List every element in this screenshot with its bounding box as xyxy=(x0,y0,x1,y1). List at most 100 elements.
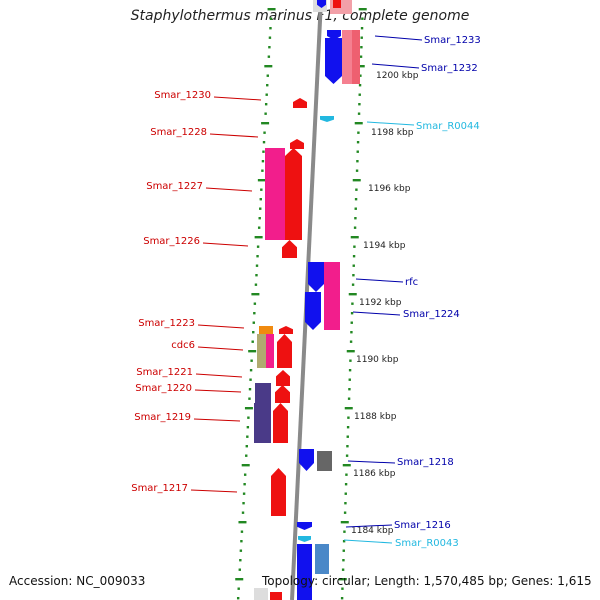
leader-line xyxy=(209,133,259,138)
tick-mark xyxy=(238,568,241,571)
gene-feature-smar-1226[interactable] xyxy=(282,240,297,258)
gene-feature-smar-1219[interactable] xyxy=(273,403,288,443)
gene-label-smar-1217[interactable]: Smar_1217 xyxy=(131,483,188,494)
gene-label-smar-1224[interactable]: Smar_1224 xyxy=(403,309,460,320)
gene-feature-smar-1224-blue[interactable] xyxy=(305,292,321,330)
gene-feature-smar-r0043[interactable] xyxy=(298,536,311,542)
gene-feature-smar-1232-edge[interactable] xyxy=(352,30,360,84)
gene-feature-smar-1216[interactable] xyxy=(297,522,312,530)
tick-mark xyxy=(243,473,247,476)
gene-feature-smar-1228[interactable] xyxy=(290,139,304,149)
gene-feature-lower-blue[interactable] xyxy=(297,544,312,600)
gene-label-smar-1218[interactable]: Smar_1218 xyxy=(397,457,454,468)
tick-mark xyxy=(248,397,251,400)
gene-feature-cdc6[interactable] xyxy=(277,334,292,368)
gene-feature-lower-steel[interactable] xyxy=(315,544,329,574)
gene-feature-smar-1221[interactable] xyxy=(276,370,290,386)
gene-feature-cdc6-pink[interactable] xyxy=(266,334,274,368)
gene-feature-smar-1233-mark[interactable] xyxy=(327,30,341,40)
tick-mark xyxy=(254,283,258,286)
gene-feature-smar-1223-orange[interactable] xyxy=(259,326,273,334)
gene-label-smar-1227[interactable]: Smar_1227 xyxy=(146,181,203,192)
tick-mark xyxy=(341,587,344,590)
tick-mark xyxy=(261,122,270,125)
gene-feature-smar-1224[interactable] xyxy=(324,262,340,330)
tick-mark xyxy=(342,540,346,543)
tick-mark xyxy=(347,397,351,400)
tick-mark xyxy=(255,274,258,277)
tick-mark xyxy=(340,521,349,524)
gene-feature-smar-1230[interactable] xyxy=(293,98,307,108)
gene-feature-smar-1227-b[interactable] xyxy=(285,148,302,240)
tick-mark xyxy=(352,255,356,258)
tick-mark xyxy=(359,74,362,77)
gene-feature-smar-1233[interactable] xyxy=(325,38,342,84)
gene-label-smar-1220[interactable]: Smar_1220 xyxy=(135,383,192,394)
gene-label-smar-1230[interactable]: Smar_1230 xyxy=(154,90,211,101)
gene-label-smar-1233[interactable]: Smar_1233 xyxy=(424,35,481,46)
tick-mark xyxy=(239,549,243,552)
tick-mark xyxy=(237,587,240,590)
gene-feature-smar-1217[interactable] xyxy=(271,468,286,516)
tick-mark xyxy=(344,502,347,505)
gene-label-smar-1221[interactable]: Smar_1221 xyxy=(136,367,193,378)
gene-label-smar-r0043[interactable]: Smar_R0043 xyxy=(395,538,459,549)
tick-mark xyxy=(241,464,250,467)
gene-feature-smar-r0044[interactable] xyxy=(320,116,334,122)
tick-mark xyxy=(246,426,250,429)
tick-mark xyxy=(266,84,269,87)
gene-label-smar-r0044[interactable]: Smar_R0044 xyxy=(416,121,480,132)
figure-title: Staphylothermus marinus F1, complete gen… xyxy=(130,8,470,24)
tick-mark xyxy=(268,36,272,39)
gene-feature-rfc[interactable] xyxy=(308,262,324,292)
gene-label-smar-1226[interactable]: Smar_1226 xyxy=(143,236,200,247)
tick-mark xyxy=(353,226,357,229)
leader-line xyxy=(352,311,401,316)
tick-mark xyxy=(359,55,363,58)
gene-label-smar-1219[interactable]: Smar_1219 xyxy=(134,412,191,423)
gene-feature-smar-1218[interactable] xyxy=(299,449,314,471)
tick-mark xyxy=(355,169,359,172)
gene-feature-cdc6-olive[interactable] xyxy=(257,334,266,368)
tick-mark xyxy=(352,179,361,182)
gene-feature-smar-1218-gray[interactable] xyxy=(317,451,332,471)
gene-label-smar-1223[interactable]: Smar_1223 xyxy=(138,318,195,329)
scale-label-1192: 1192 kbp xyxy=(359,298,402,308)
leader-line xyxy=(366,121,415,126)
tick-mark xyxy=(356,65,365,68)
gene-feature-top-blue[interactable] xyxy=(317,0,326,8)
leader-line xyxy=(347,460,396,464)
tick-mark xyxy=(263,131,266,134)
tick-mark xyxy=(351,283,355,286)
gene-feature-smar-1219-purple[interactable] xyxy=(254,403,271,443)
tick-mark xyxy=(348,293,357,296)
tick-mark xyxy=(264,112,267,115)
gene-feature-smar-1223-red[interactable] xyxy=(279,326,293,334)
leader-line xyxy=(343,539,393,544)
tick-mark xyxy=(343,511,347,514)
gene-feature-bottom-light[interactable] xyxy=(254,588,268,600)
tick-mark xyxy=(240,540,243,543)
tick-mark xyxy=(241,511,245,514)
gene-feature-top-red[interactable] xyxy=(333,0,341,8)
gene-label-rfc[interactable]: rfc xyxy=(405,277,418,288)
tick-mark xyxy=(356,150,359,153)
gene-label-smar-1228[interactable]: Smar_1228 xyxy=(150,127,207,138)
gene-label-smar-1216[interactable]: Smar_1216 xyxy=(394,520,451,531)
gene-feature-smar-1220-purple[interactable] xyxy=(255,383,271,403)
tick-marks xyxy=(235,8,367,600)
tick-mark xyxy=(358,93,361,96)
gene-feature-smar-1220[interactable] xyxy=(275,385,290,403)
scale-label-1186: 1186 kbp xyxy=(353,469,396,479)
gene-feature-bottom-red[interactable] xyxy=(270,592,282,600)
leader-line xyxy=(202,242,249,247)
tick-mark xyxy=(267,8,276,11)
tick-mark xyxy=(246,435,249,438)
gene-label-cdc6[interactable]: cdc6 xyxy=(171,340,195,351)
tick-mark xyxy=(264,65,273,68)
tick-mark xyxy=(256,245,260,248)
tick-mark xyxy=(262,141,266,144)
gene-label-smar-1232[interactable]: Smar_1232 xyxy=(421,63,478,74)
gene-feature-smar-1227[interactable] xyxy=(265,148,285,240)
tick-mark xyxy=(342,464,351,467)
